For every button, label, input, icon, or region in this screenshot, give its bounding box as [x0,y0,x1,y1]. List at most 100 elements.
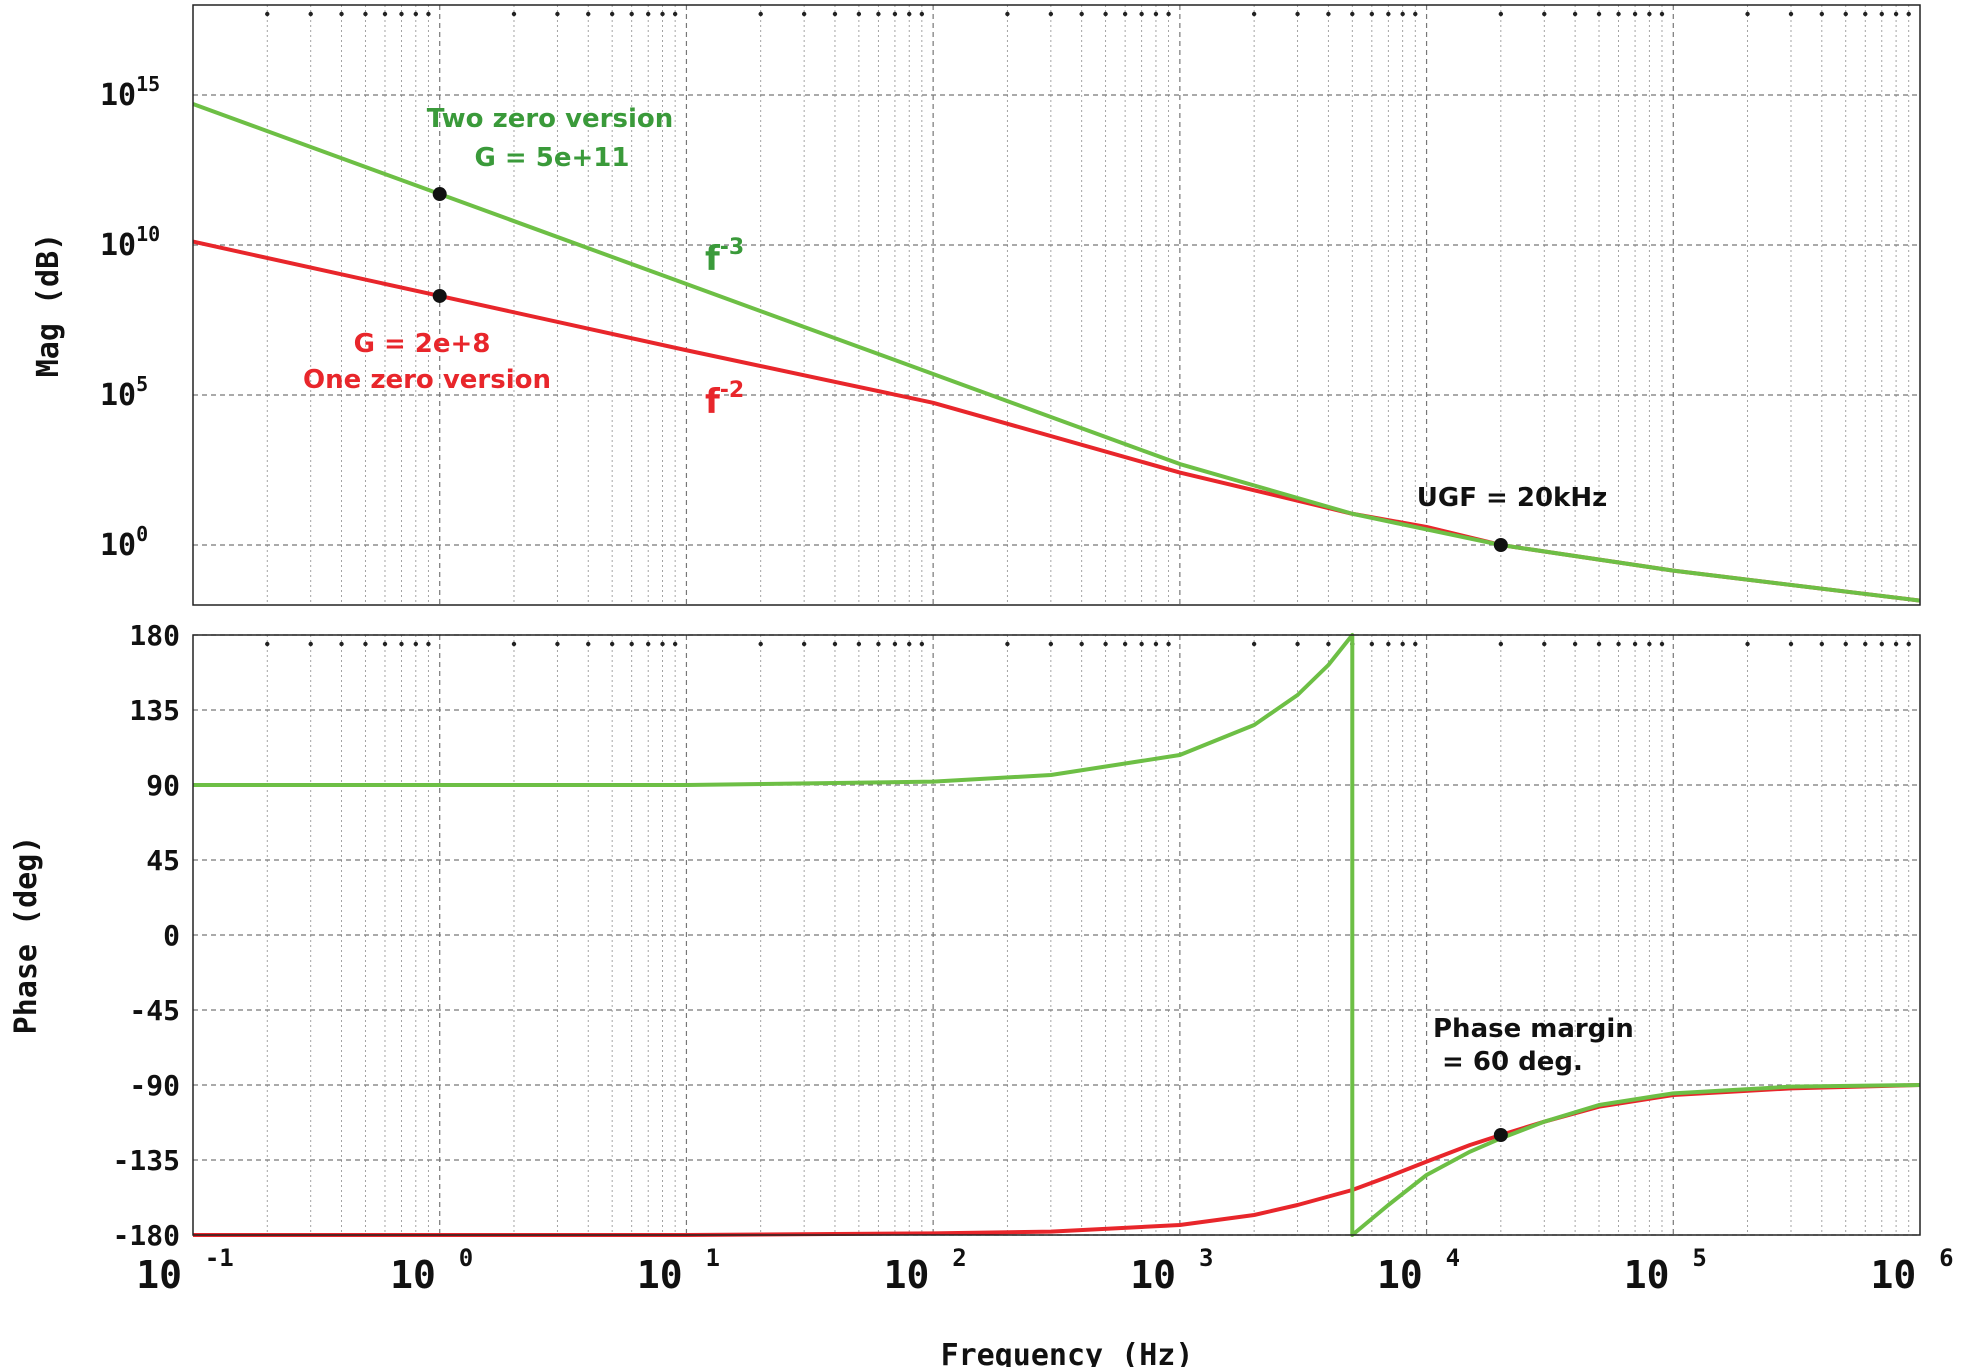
data-marker [1493,1128,1508,1142]
minor-tick-dot [1893,11,1899,17]
minor-tick-dot [1879,11,1884,17]
minor-tick-dot [1632,641,1638,647]
minor-tick-dot [907,11,912,17]
minor-tick-dot [646,641,651,647]
tick-exponent: 5 [136,372,148,396]
minor-tick-dot [1251,641,1257,647]
phase-y-tick-label: 45 [146,844,180,877]
minor-tick-dot [586,11,591,17]
mag-y-tick-label: 1015 [100,72,160,113]
phase-markers [1493,1128,1508,1142]
x-tick-labels: 10 -1 10 0 10 1 10 2 10 3 10 4 10 5 10 6 [136,1244,1953,1297]
tick-exponent: 4 [1446,1244,1460,1272]
tick-exponent: 6 [1939,1244,1953,1272]
mag-y-tick-label: 1010 [100,222,160,263]
phase-y-tick-label: -180 [113,1219,180,1252]
x-axis-title: Frequency (Hz) [941,1338,1194,1367]
phase-plot-area [193,635,1920,1235]
minor-tick-dot [1863,641,1868,647]
minor-tick-dot [1103,641,1108,647]
minor-tick-dot [1326,11,1331,17]
tick-base: 10 [1377,1253,1446,1297]
minor-tick-dot [308,641,313,647]
minor-tick-dot [1153,11,1159,17]
tick-exponent: 10 [136,222,160,246]
tick-base: 10 [390,1253,459,1297]
minor-tick-dot [1632,11,1638,17]
annotation-g-2e8: G = 2e+8 [354,329,491,359]
minor-tick-dot [382,11,388,17]
tick-exponent: 2 [952,1244,966,1272]
minor-tick-dot [1400,641,1405,647]
minor-tick-dot [1166,641,1171,647]
data-marker [432,288,447,303]
minor-tick-dot [511,641,517,647]
minor-tick-dot [646,11,651,17]
minor-tick-dot [801,641,807,647]
tick-exponent: 0 [459,1244,473,1272]
phase-y-tick-label: -45 [129,994,180,1027]
phase-y-tick-label: -90 [129,1069,180,1102]
minor-tick-dot [308,11,313,17]
minor-tick-dot [1906,641,1911,647]
minor-tick-dot [1326,641,1331,647]
tick-base: 10 [1870,1253,1939,1297]
minor-tick-dot [876,641,881,647]
minor-tick-dot [1745,11,1750,17]
minor-tick-dot [1542,11,1547,17]
tick-base: 10 [100,378,136,413]
minor-tick-dot [919,641,925,647]
minor-tick-dot [1139,11,1144,17]
minor-tick-dot [1166,11,1171,17]
minor-tick-dot [586,641,591,647]
two-zero-magnitude-line [192,102,1921,603]
minor-tick-dot [1386,641,1391,647]
minor-tick-dot [1819,641,1825,647]
minor-tick-dot [1079,11,1084,17]
minor-tick-dot [1788,11,1794,17]
tick-base: 10 [100,228,136,263]
minor-tick-dot [672,641,678,647]
minor-tick-dot [1906,11,1911,17]
phase-y-ticks: 180 135 90 45 0 -45 -90 -135 -180 [113,619,180,1252]
minor-tick-dot [555,11,560,17]
minor-tick-dot [1295,641,1300,647]
minor-tick-dot [511,11,517,17]
minor-tick-dot [832,11,838,17]
minor-tick-dot [1413,11,1418,17]
minor-tick-dot [363,641,368,647]
minor-tick-dot [1863,11,1868,17]
minor-tick-dot [629,11,634,17]
tick-base: 10 [100,78,136,113]
minor-tick-dot [1647,11,1652,17]
minor-tick-dot [1843,11,1848,17]
minor-tick-dot [1251,11,1257,17]
minor-tick-dot [555,641,560,647]
annotation-g-5e11: G = 5e+11 [475,143,630,173]
minor-tick-dot [1295,11,1300,17]
x-tick-label: 10 5 [1624,1244,1707,1297]
tick-exponent: 3 [1199,1244,1213,1272]
minor-tick-dot [426,11,431,17]
minor-tick-dot [1819,11,1825,17]
x-tick-label: 10 2 [884,1244,967,1297]
minor-tick-dot [856,11,862,17]
minor-tick-dot [907,641,912,647]
minor-tick-dot [1745,641,1750,647]
minor-tick-dot [382,641,388,647]
f-exponent: -3 [720,235,744,260]
minor-tick-dot [919,11,925,17]
tick-base: 10 [100,528,136,563]
annotation-ugf: UGF = 20kHz [1417,483,1607,513]
annotation-one-zero-version: One zero version [303,365,551,395]
minor-tick-dot [856,641,862,647]
minor-tick-dot [1659,641,1665,647]
minor-tick-dot [609,11,615,17]
phase-y-tick-label: 135 [129,694,180,727]
minor-tick-dot [265,11,270,17]
phase-y-tick-label: 0 [163,919,180,952]
x-tick-label: 10 3 [1130,1244,1213,1297]
minor-tick-dot [1647,641,1652,647]
phase-y-tick-label: 90 [146,769,180,802]
tick-exponent: 5 [1692,1244,1706,1272]
